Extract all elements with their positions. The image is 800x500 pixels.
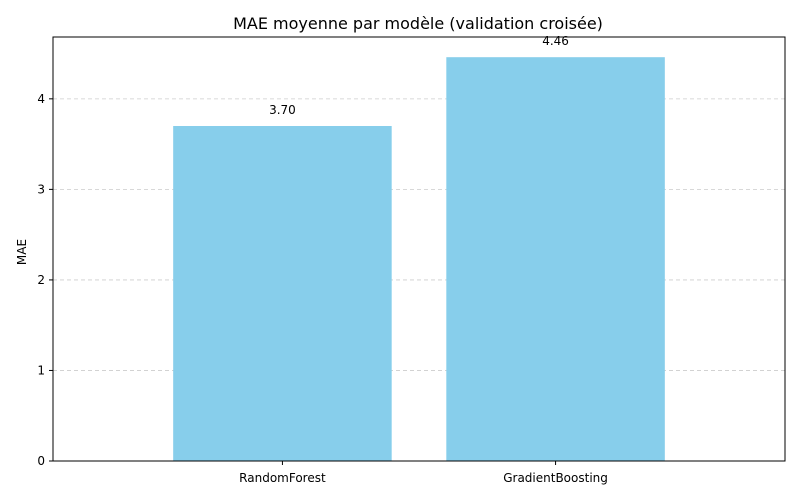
y-tick-label: 4 bbox=[37, 92, 45, 106]
y-tick-label: 3 bbox=[37, 182, 45, 196]
plot-frame bbox=[52, 36, 786, 462]
bar bbox=[446, 57, 665, 461]
y-tick-label: 1 bbox=[37, 363, 45, 377]
y-axis-label: MAE bbox=[15, 239, 29, 265]
bar-value-label: 3.70 bbox=[269, 103, 296, 117]
bars bbox=[173, 57, 665, 461]
x-tick-label: GradientBoosting bbox=[503, 471, 608, 485]
axes: 0 1 2 3 4 RandomForest GradientBoosting bbox=[37, 36, 786, 485]
bar-value-labels: 3.70 4.46 bbox=[269, 34, 569, 117]
y-tick-label: 2 bbox=[37, 273, 45, 287]
chart-title: MAE moyenne par modèle (validation crois… bbox=[233, 14, 603, 33]
y-tick-label: 0 bbox=[37, 454, 45, 468]
x-tick-label: RandomForest bbox=[239, 471, 326, 485]
bar bbox=[173, 126, 392, 461]
bar-value-label: 4.46 bbox=[542, 34, 569, 48]
gridlines bbox=[53, 98, 785, 371]
